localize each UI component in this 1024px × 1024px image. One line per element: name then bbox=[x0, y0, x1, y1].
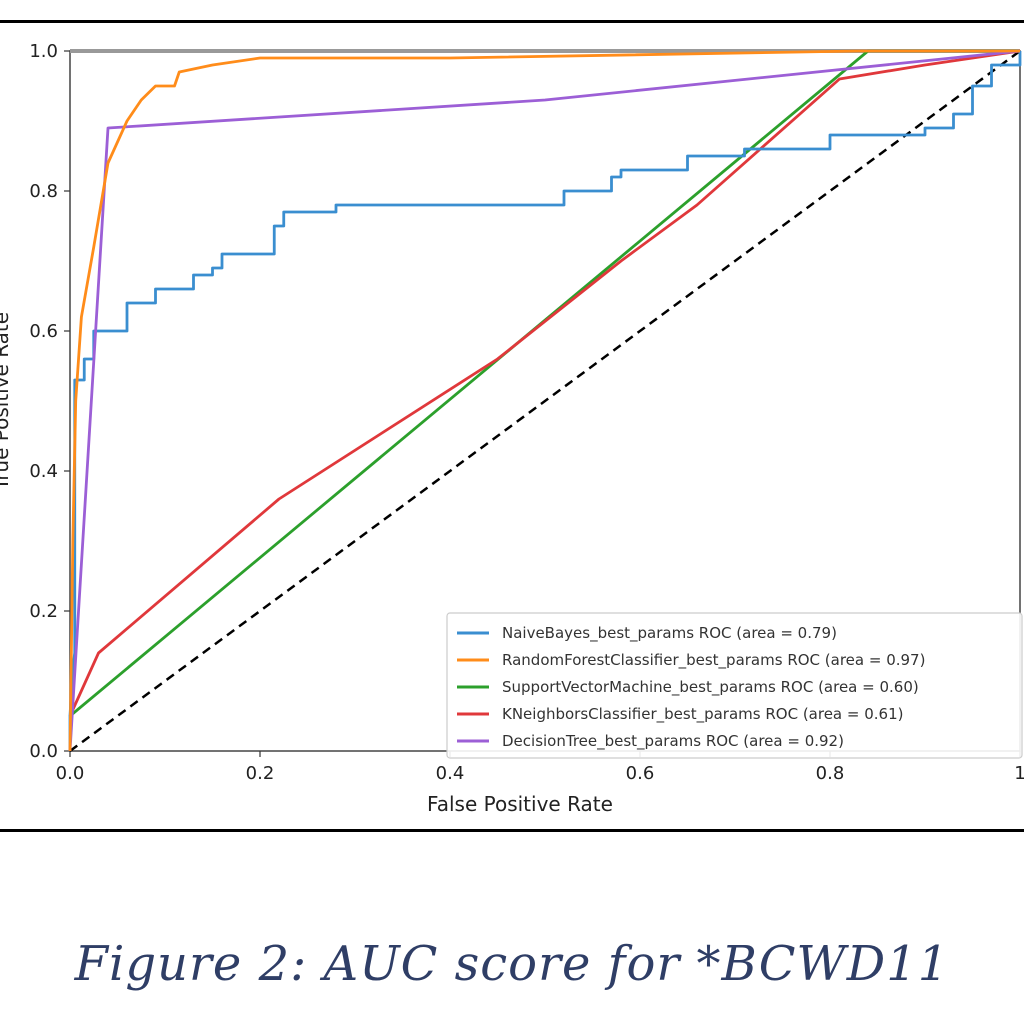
y-axis-label: True Positive Rate bbox=[0, 312, 13, 491]
x-tick-label: 0.6 bbox=[626, 763, 655, 784]
legend-entry-0: NaiveBayes_best_params ROC (area = 0.79) bbox=[502, 624, 837, 643]
figure-frame: 0.0 0.2 0.4 0.6 0.8 1 0.0 0.2 0.4 0.6 0.8 1.0 False … bbox=[0, 20, 1024, 832]
roc-line-series-1 bbox=[68, 49, 1020, 752]
x-tick-label: 1 bbox=[1014, 763, 1024, 784]
y-tick-label: 0.2 bbox=[29, 601, 58, 622]
y-tick-label: 0.0 bbox=[29, 741, 58, 762]
roc-line-series-3 bbox=[68, 49, 1021, 717]
y-tick-label: 1.0 bbox=[29, 41, 58, 62]
legend-entry-3: KNeighborsClassifier_best_params ROC (ar… bbox=[502, 705, 903, 724]
y-tick-label: 0.8 bbox=[29, 181, 58, 202]
y-tick-label: 0.4 bbox=[29, 461, 58, 482]
legend-box bbox=[446, 612, 1023, 759]
x-axis-label: False Positive Rate bbox=[427, 792, 613, 816]
roc-line-series-4 bbox=[68, 49, 1021, 752]
legend-entry-1: RandomForestClassifier_best_params ROC (… bbox=[502, 651, 925, 670]
legend-entry-4: DecisionTree_best_params ROC (area = 0.9… bbox=[502, 732, 844, 751]
legend-entry-2: SupportVectorMachine_best_params ROC (ar… bbox=[502, 678, 919, 697]
figure-caption: Figure 2: AUC score for *BCWD11 bbox=[74, 936, 950, 992]
roc-chart: 0.0 0.2 0.4 0.6 0.8 1 0.0 0.2 0.4 0.6 0.8 1.0 False … bbox=[0, 41, 1024, 816]
x-tick-label: 0.0 bbox=[56, 763, 85, 784]
x-tick-label: 0.2 bbox=[246, 763, 275, 784]
x-tick-label: 0.8 bbox=[816, 763, 845, 784]
y-tick-label: 0.6 bbox=[29, 321, 58, 342]
x-tick-label: 0.4 bbox=[436, 763, 465, 784]
reference-diagonal-line bbox=[69, 49, 1021, 753]
